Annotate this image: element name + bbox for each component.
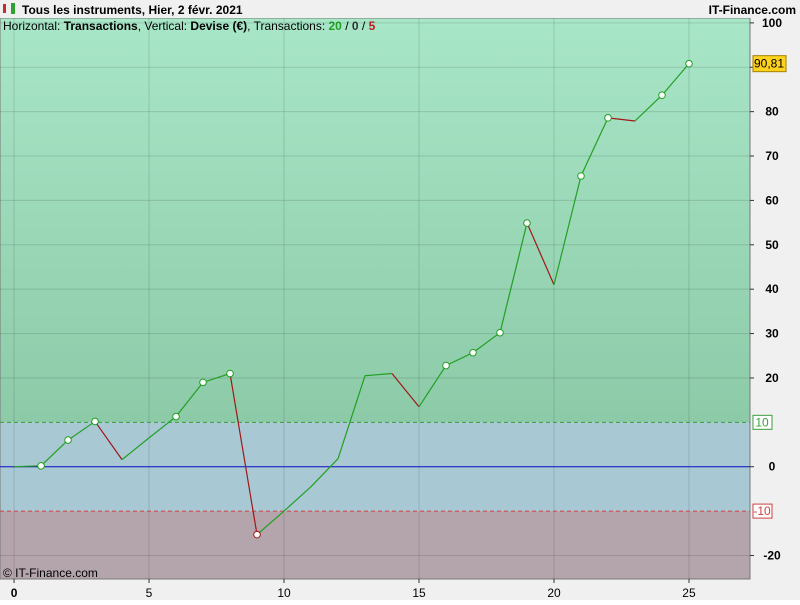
- subtitle-part: Horizontal:: [3, 19, 64, 33]
- line-segment: [40, 439, 69, 467]
- line-segment: [337, 375, 366, 459]
- line-segment: [634, 94, 663, 122]
- last-value-label: 90,81: [754, 57, 784, 71]
- zone-low: [0, 511, 750, 579]
- subtitle-part: 5: [369, 19, 376, 33]
- point-marker: [91, 417, 99, 426]
- point-marker: [685, 59, 693, 68]
- x-tick-label: 25: [682, 586, 696, 600]
- line-segment: [229, 373, 258, 535]
- line-segment: [472, 332, 501, 354]
- line-segment: [121, 437, 150, 461]
- last-value-box: [752, 55, 787, 73]
- x-tick-label: 0: [11, 586, 18, 600]
- line-segment: [418, 365, 447, 408]
- point-marker: [253, 530, 261, 539]
- point-marker: [172, 412, 180, 421]
- level-box: [752, 503, 773, 519]
- level-label: -10: [753, 504, 771, 518]
- line-segment: [499, 222, 528, 333]
- y-tick-label: 80: [765, 105, 779, 119]
- x-tick-label: 10: [277, 586, 291, 600]
- point-marker: [604, 114, 612, 122]
- point-marker: [523, 219, 531, 227]
- y-tick-label: 20: [765, 371, 779, 385]
- level-box: [752, 414, 773, 430]
- zone-high: [0, 18, 750, 423]
- x-tick-label: 20: [547, 586, 561, 600]
- line-segment: [202, 372, 231, 383]
- y-tick-label: 100: [762, 16, 782, 30]
- y-tick-label: 40: [765, 282, 779, 296]
- subtitle-part: Transactions: [64, 19, 138, 33]
- header-bar: [0, 0, 800, 18]
- point-marker: [496, 328, 504, 337]
- line-segment: [526, 222, 555, 285]
- line-segment: [391, 373, 420, 408]
- icon: [11, 3, 15, 14]
- subtitle-part: 20: [329, 19, 343, 33]
- point-marker: [442, 361, 450, 370]
- point-marker: [64, 436, 72, 444]
- subtitle-part: /: [359, 19, 369, 33]
- line-segment: [94, 421, 123, 460]
- line-segment: [14, 465, 42, 468]
- line-segment: [175, 382, 204, 417]
- point-marker: [577, 172, 585, 180]
- brand: IT-Finance.com: [709, 3, 796, 17]
- line-segment: [580, 117, 609, 177]
- x-tick-label: 15: [412, 586, 426, 600]
- line-segment: [310, 458, 339, 488]
- line-segment: [445, 352, 474, 367]
- subtitle-part: 0: [352, 19, 359, 33]
- subtitle: Horizontal: Transactions, Vertical: Devi…: [3, 19, 376, 33]
- subtitle-part: /: [342, 19, 352, 33]
- line-segment: [364, 372, 393, 377]
- footer: © IT-Finance.com: [3, 566, 98, 580]
- point-marker: [469, 348, 477, 357]
- y-tick-label: 60: [765, 193, 779, 207]
- line-segment: [67, 420, 96, 441]
- line-segment: [283, 486, 312, 512]
- level-label: 10: [755, 415, 769, 429]
- subtitle-part: , Transactions:: [247, 19, 328, 33]
- y-tick-label: 50: [765, 238, 779, 252]
- point-marker: [658, 91, 666, 100]
- axis-area: [0, 579, 800, 600]
- point-marker: [226, 369, 234, 378]
- y-tick-label: 70: [765, 149, 779, 163]
- chart-title: Tous les instruments, Hier, 2 févr. 2021: [22, 3, 243, 17]
- axis-area: [750, 18, 800, 600]
- subtitle-part: Devise (€): [190, 19, 247, 33]
- y-tick-label: 0: [769, 460, 776, 474]
- line-segment: [553, 175, 582, 285]
- point-marker: [37, 462, 45, 470]
- x-tick-label: 5: [146, 586, 153, 600]
- icon: [3, 4, 6, 13]
- subtitle-part: , Vertical:: [138, 19, 191, 33]
- y-tick-label: 30: [765, 327, 779, 341]
- line-segment: [607, 117, 636, 122]
- y-tick-label: -20: [763, 548, 781, 562]
- line-segment: [661, 63, 690, 96]
- line-segment: [148, 416, 177, 439]
- line-segment: [256, 510, 285, 536]
- point-marker: [199, 378, 207, 387]
